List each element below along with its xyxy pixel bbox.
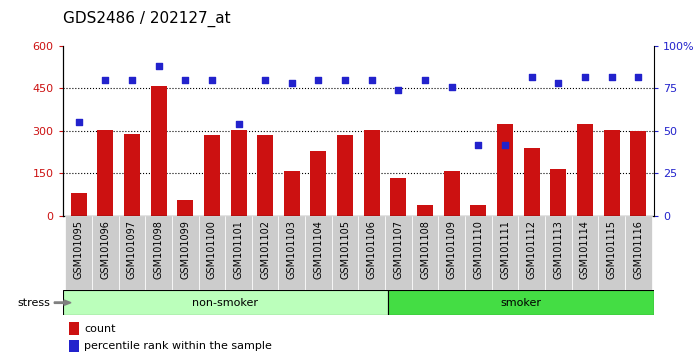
- Text: non-smoker: non-smoker: [192, 298, 258, 308]
- Bar: [97, 130, 113, 216]
- Bar: [177, 200, 193, 216]
- Bar: [631, 131, 647, 216]
- Bar: [150, 86, 166, 216]
- Bar: [417, 205, 433, 216]
- Bar: [172, 216, 198, 294]
- Bar: [252, 216, 278, 294]
- Bar: [305, 216, 332, 294]
- Text: GSM101112: GSM101112: [527, 220, 537, 279]
- Point: [100, 77, 111, 83]
- Bar: [68, 340, 79, 352]
- Point: [393, 87, 404, 93]
- Point: [473, 142, 484, 147]
- Text: GSM101100: GSM101100: [207, 220, 217, 279]
- Bar: [332, 216, 358, 294]
- Text: GSM101101: GSM101101: [234, 220, 244, 279]
- Bar: [358, 216, 385, 294]
- Bar: [258, 135, 273, 216]
- Text: GDS2486 / 202127_at: GDS2486 / 202127_at: [63, 11, 230, 27]
- Bar: [226, 216, 252, 294]
- Text: GSM101113: GSM101113: [553, 220, 563, 279]
- Bar: [145, 216, 172, 294]
- Bar: [444, 171, 459, 216]
- Text: count: count: [84, 324, 116, 333]
- Point: [313, 77, 324, 83]
- Bar: [230, 130, 246, 216]
- Text: GSM101115: GSM101115: [607, 220, 617, 279]
- Point: [606, 74, 617, 79]
- Bar: [571, 216, 599, 294]
- Bar: [65, 216, 92, 294]
- Text: GSM101097: GSM101097: [127, 220, 137, 279]
- Point: [500, 142, 511, 147]
- Bar: [625, 216, 651, 294]
- Point: [553, 81, 564, 86]
- Bar: [63, 290, 388, 315]
- Bar: [523, 148, 539, 216]
- Point: [340, 77, 351, 83]
- Text: GSM101116: GSM101116: [633, 220, 643, 279]
- Bar: [124, 134, 140, 216]
- Point: [366, 77, 377, 83]
- Bar: [599, 216, 625, 294]
- Text: GSM101103: GSM101103: [287, 220, 296, 279]
- Bar: [337, 135, 353, 216]
- Bar: [603, 130, 619, 216]
- Bar: [577, 124, 593, 216]
- Bar: [278, 216, 305, 294]
- Text: GSM101098: GSM101098: [154, 220, 164, 279]
- Text: stress: stress: [17, 298, 50, 308]
- Bar: [284, 171, 300, 216]
- Point: [633, 74, 644, 79]
- Bar: [310, 151, 326, 216]
- Text: GSM101107: GSM101107: [393, 220, 404, 279]
- Text: GSM101111: GSM101111: [500, 220, 510, 279]
- Text: GSM101114: GSM101114: [580, 220, 590, 279]
- Point: [579, 74, 590, 79]
- Bar: [491, 216, 519, 294]
- Text: GSM101105: GSM101105: [340, 220, 350, 279]
- Text: GSM101102: GSM101102: [260, 220, 270, 279]
- Point: [127, 77, 138, 83]
- Point: [153, 64, 164, 69]
- Bar: [364, 130, 380, 216]
- Bar: [412, 216, 438, 294]
- Point: [286, 81, 297, 86]
- Bar: [118, 216, 145, 294]
- Bar: [545, 216, 571, 294]
- Text: GSM101104: GSM101104: [313, 220, 324, 279]
- Bar: [70, 193, 86, 216]
- Text: GSM101110: GSM101110: [473, 220, 483, 279]
- Bar: [465, 216, 491, 294]
- Bar: [198, 216, 226, 294]
- Point: [233, 121, 244, 127]
- Text: GSM101095: GSM101095: [74, 220, 84, 279]
- Point: [420, 77, 431, 83]
- Text: GSM101096: GSM101096: [100, 220, 110, 279]
- Bar: [438, 216, 465, 294]
- Bar: [92, 216, 118, 294]
- Point: [446, 84, 457, 90]
- Bar: [204, 135, 220, 216]
- Point: [180, 77, 191, 83]
- Bar: [519, 216, 545, 294]
- Text: GSM101106: GSM101106: [367, 220, 377, 279]
- Bar: [388, 290, 654, 315]
- Bar: [497, 124, 513, 216]
- Point: [260, 77, 271, 83]
- Point: [526, 74, 537, 79]
- Bar: [551, 169, 567, 216]
- Bar: [390, 178, 406, 216]
- Point: [206, 77, 217, 83]
- Point: [73, 120, 84, 125]
- Bar: [68, 322, 79, 335]
- Text: GSM101099: GSM101099: [180, 220, 190, 279]
- Bar: [385, 216, 412, 294]
- Text: smoker: smoker: [500, 298, 541, 308]
- Bar: [470, 205, 487, 216]
- Text: GSM101108: GSM101108: [420, 220, 430, 279]
- Text: GSM101109: GSM101109: [447, 220, 457, 279]
- Text: percentile rank within the sample: percentile rank within the sample: [84, 341, 272, 351]
